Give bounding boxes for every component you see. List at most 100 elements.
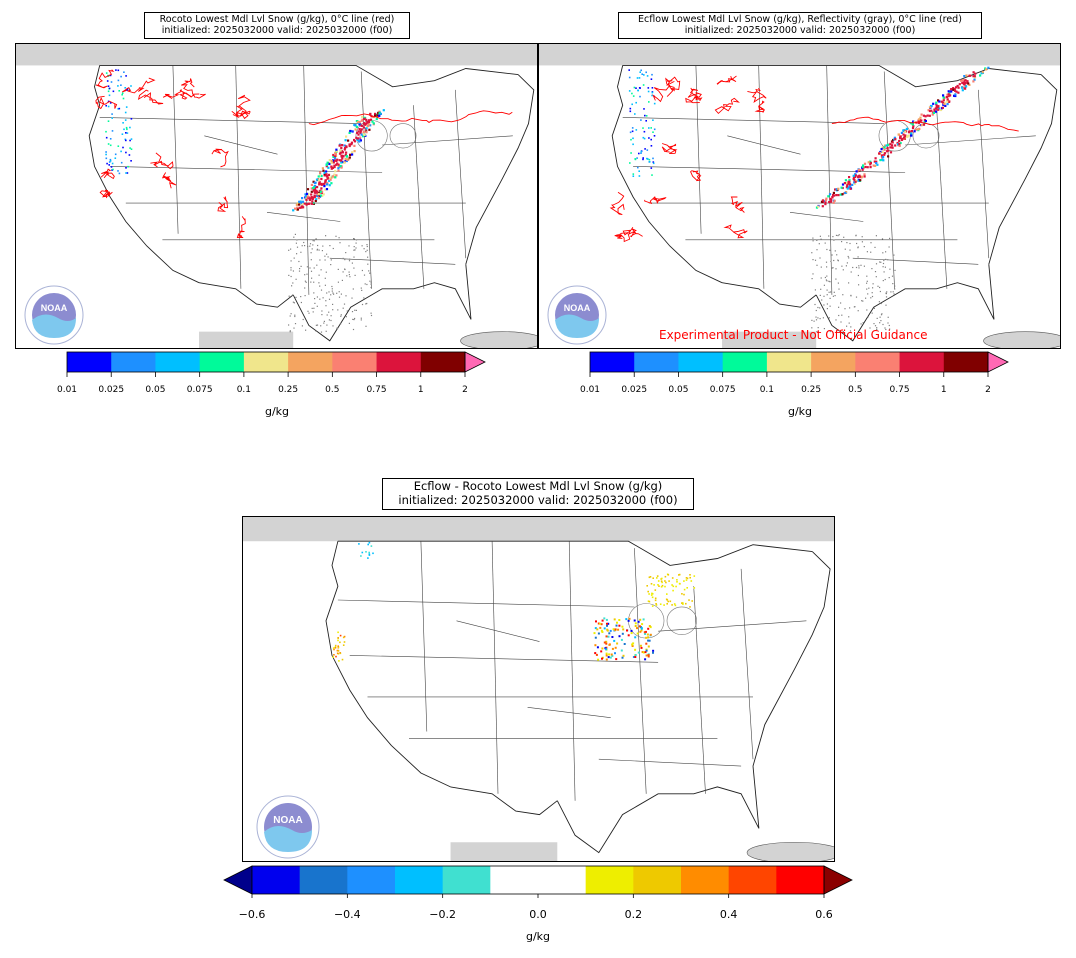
freezing-line [217,196,229,212]
colorbar-segment [634,352,679,372]
colorbar-segment [288,352,333,372]
colorbar-segment [678,352,724,372]
mexico-shading [199,331,294,348]
colorbar-tick-label: 1 [940,385,947,395]
colorbar-tick-label: 0.025 [98,385,125,395]
freezing-line [308,110,513,126]
freezing-line [609,191,625,216]
freezing-line [723,224,748,239]
freezing-line [661,143,678,154]
rocoto-colorbar [66,351,486,377]
state-boundary [693,586,706,794]
mexico-shading [722,331,817,348]
colorbar-segment [376,352,422,372]
state-boundary [491,541,499,794]
colorbar-segment [538,866,587,894]
freezing-line [614,232,631,243]
colorbar-segment [199,352,245,372]
coastline [611,65,723,284]
colorbar-segment [395,866,444,894]
rocoto-basemap [16,44,537,348]
diff-basemap [243,517,834,861]
coastline [556,766,760,854]
colorbar-segment [681,866,730,894]
state-boundary [337,599,635,608]
colorbar-segment [299,866,348,894]
colorbar-segment [243,352,289,372]
rocoto-title-line2: initialized: 2025032000 valid: 202503200… [161,25,393,37]
coastline [622,64,1042,88]
state-boundary [329,257,456,265]
freezing-line [644,196,667,205]
ecflow-snow-field [609,66,1019,333]
coastline [325,541,451,788]
colorbar-segment [899,352,945,372]
colorbar-tick-label: 0.05 [145,385,166,395]
state-boundary [349,655,659,663]
colorbar-segment [111,352,156,372]
state-boundary [634,548,647,794]
colorbar-tick-label: 0.5 [848,385,863,395]
colorbar-tick-label: 0.01 [56,385,78,395]
freezing-line [162,88,192,99]
state-boundary [658,620,807,632]
freezing-line [831,116,1019,132]
state-boundary [978,89,990,259]
coastline [198,282,294,308]
colorbar-segment [633,866,682,894]
colorbar-tick-label: 0.4 [719,908,738,921]
colorbar-segment [585,866,634,894]
diff-title-line2: initialized: 2025032000 valid: 202503200… [398,492,678,507]
freezing-line [716,75,737,85]
noaa-logo-ecflow: NOAA [541,284,613,350]
state-boundary [172,65,179,234]
freezing-line [685,95,703,104]
state-boundary [382,135,513,146]
freezing-line [730,196,745,213]
colorbar-tick-label: 0.5 [325,385,340,395]
ecflow-colorbar [589,351,1009,377]
colorbar-tick-label: 1 [417,385,424,395]
state-boundary [235,65,242,289]
colorbar-segment [67,352,112,372]
colorbar-outline [66,351,466,373]
diff-snow-field [332,541,696,662]
freezing-line [121,77,156,94]
rocoto-colorbar-label: g/kg [264,405,290,418]
colorbar-segment [252,866,301,894]
freezing-line [179,91,206,100]
state-boundary [420,541,428,732]
ecflow-title-line2: initialized: 2025032000 valid: 202503200… [684,25,916,37]
rocoto-title: Rocoto Lowest Mdl Lvl Snow (g/kg), 0°C l… [144,12,410,39]
colorbar-tick-label: 0.75 [889,385,910,395]
colorbar-tick-label: 0.0 [529,908,547,921]
colorbar-segment [155,352,201,372]
great-lakes [389,123,417,149]
freezing-line [161,172,177,189]
colorbar-segment [332,352,378,372]
ecflow-title: Ecflow Lowest Mdl Lvl Snow (g/kg), Refle… [618,12,982,39]
state-boundary [727,135,801,155]
colorbar-segment [766,352,812,372]
state-boundary [204,135,278,155]
freezing-line [690,170,702,182]
diff-map-canvas [243,517,834,861]
state-boundary [883,71,895,289]
colorbar-tick-label: 0.05 [668,385,689,395]
colorbar-extend-arrow [464,351,486,373]
freezing-line [747,87,767,103]
coastline [292,264,472,342]
noaa-logo-text: NOAA [564,303,591,313]
freezing-line [652,77,673,103]
freezing-line [99,189,113,199]
freezing-line [211,148,229,168]
rocoto-map-canvas [16,44,537,348]
state-boundary [99,117,362,124]
canada-shading [539,44,1060,66]
colorbar-tick-label: 0.01 [579,385,601,395]
noaa-logo-text: NOAA [41,303,68,313]
colorbar-tick-label: 2 [462,385,468,395]
freezing-line [150,152,174,170]
canada-shading [243,517,834,542]
colorbar-segment [855,352,901,372]
